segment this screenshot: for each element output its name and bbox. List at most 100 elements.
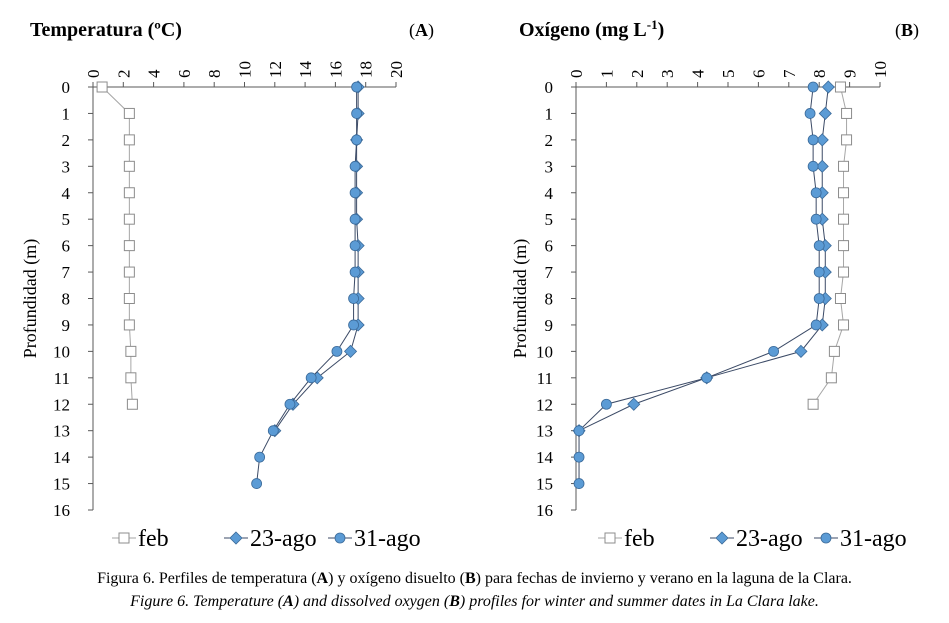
data-point-31-ago [348, 319, 359, 331]
x-tick-label: 12 [266, 61, 285, 78]
data-point-31-ago [813, 293, 825, 304]
data-point-feb [834, 293, 846, 304]
x-tick-label: 1 [597, 70, 616, 79]
y-axis-label: Profundidad (m) [510, 239, 531, 358]
y-tick-label: 15 [53, 475, 70, 494]
caption-es-part: ) para fechas de invierno y verano en la… [475, 570, 852, 587]
panel-label: (B) [895, 20, 919, 41]
data-point-31-ago [768, 345, 779, 357]
y-tick-label: 13 [53, 422, 70, 441]
y-tick-label: 4 [545, 184, 554, 203]
y-tick-label: 3 [545, 157, 554, 176]
data-point-31-ago [807, 160, 819, 172]
data-point-feb [838, 266, 850, 278]
data-point-31-ago [254, 451, 266, 463]
caption-es-part: A [316, 570, 329, 587]
data-point-23-ago [815, 133, 829, 147]
data-point-31-ago [349, 266, 361, 278]
caption-es-part: B [464, 570, 476, 587]
data-point-31-ago [267, 425, 279, 437]
data-point-23-ago [794, 344, 808, 358]
y-tick-label: 14 [536, 448, 554, 467]
data-point-23-ago [815, 159, 829, 173]
data-point-31-ago [349, 187, 361, 199]
data-point-feb [825, 372, 837, 384]
legend-marker [118, 532, 130, 544]
y-tick-label: 13 [536, 422, 553, 441]
data-point-feb [807, 398, 819, 410]
data-point-31-ago [573, 425, 585, 437]
y-tick-label: 3 [62, 157, 71, 176]
data-point-31-ago [701, 372, 713, 384]
panel-temperature: Temperatura (ºC) (A)0 2 4 6 8 10 12 14 16 18 200123… [20, 19, 434, 552]
y-tick-label: 15 [536, 475, 553, 494]
data-point-feb [834, 81, 846, 93]
x-tick-label: 0 [84, 70, 103, 79]
x-tick-label: 8 [205, 70, 224, 79]
data-point-31-ago [351, 108, 363, 119]
y-tick-label: 6 [62, 237, 71, 256]
legend-label: feb [138, 526, 169, 552]
data-point-31-ago [331, 345, 343, 357]
caption-english: Figure 6. Temperature (A) and dissolved … [0, 593, 949, 611]
y-axis-label: Profundidad (m) [20, 239, 41, 358]
y-tick-label: 5 [62, 210, 71, 229]
caption-es-part: Figura 6. Perfiles de temperatura ( [97, 570, 317, 587]
data-point-31-ago [813, 266, 825, 278]
x-tick-label: 8 [810, 70, 829, 79]
y-tick-label: 8 [545, 290, 554, 309]
series-line-31-ago [578, 86, 820, 484]
chart-title: Temperatura (ºC) [30, 19, 182, 41]
y-tick-label: 16 [536, 501, 553, 520]
data-point-31-ago [601, 398, 612, 410]
data-point-feb [96, 81, 108, 93]
data-point-23-ago [627, 397, 641, 411]
figure-charts: Temperatura (ºC) (A)0 2 4 6 8 10 12 14 16 18 200123… [20, 17, 919, 553]
y-tick-label: 2 [545, 131, 554, 150]
y-tick-label: 0 [62, 78, 71, 97]
x-tick-label: 0 [567, 70, 586, 79]
y-tick-label: 7 [545, 263, 554, 282]
data-point-31-ago [573, 451, 585, 463]
data-point-feb [123, 240, 135, 252]
y-tick-label: 9 [62, 316, 71, 335]
x-tick-label: 9 [841, 70, 860, 79]
data-point-feb [828, 345, 840, 357]
x-tick-label: 3 [658, 70, 677, 79]
data-point-31-ago [351, 81, 363, 93]
legend-label: 31-ago [354, 526, 421, 552]
y-tick-label: 2 [62, 131, 71, 150]
caption-spanish: Figura 6. Perfiles de temperatura (A) y … [0, 570, 949, 588]
data-point-31-ago [351, 134, 363, 146]
caption-en-part: Figure 6. Temperature ( [130, 593, 284, 610]
data-point-31-ago [573, 478, 585, 489]
legend-marker [820, 532, 832, 544]
y-tick-label: 14 [53, 448, 71, 467]
y-tick-label: 12 [536, 395, 553, 414]
y-tick-label: 12 [53, 395, 70, 414]
data-point-31-ago [804, 108, 816, 119]
x-tick-label: 7 [780, 69, 799, 78]
data-point-31-ago [284, 398, 296, 410]
data-point-feb [123, 187, 135, 199]
data-point-feb [123, 266, 135, 278]
y-tick-label: 4 [62, 184, 71, 203]
data-point-31-ago [305, 372, 317, 384]
y-tick-label: 10 [536, 342, 553, 361]
data-point-feb [838, 213, 850, 225]
data-point-feb [125, 345, 137, 357]
data-point-31-ago [810, 187, 822, 199]
x-tick-label: 2 [114, 70, 133, 79]
caption-en-part: B [449, 593, 460, 610]
y-tick-label: 6 [545, 237, 554, 256]
data-point-31-ago [810, 319, 822, 331]
data-point-23-ago [818, 106, 832, 121]
x-tick-label: 14 [296, 61, 315, 79]
data-point-feb [123, 107, 135, 119]
y-tick-label: 1 [62, 104, 71, 123]
legend-marker [229, 531, 243, 545]
y-tick-label: 7 [62, 263, 71, 282]
data-point-31-ago [349, 213, 361, 225]
y-tick-label: 9 [545, 316, 554, 335]
panel-label: (A) [409, 20, 434, 41]
